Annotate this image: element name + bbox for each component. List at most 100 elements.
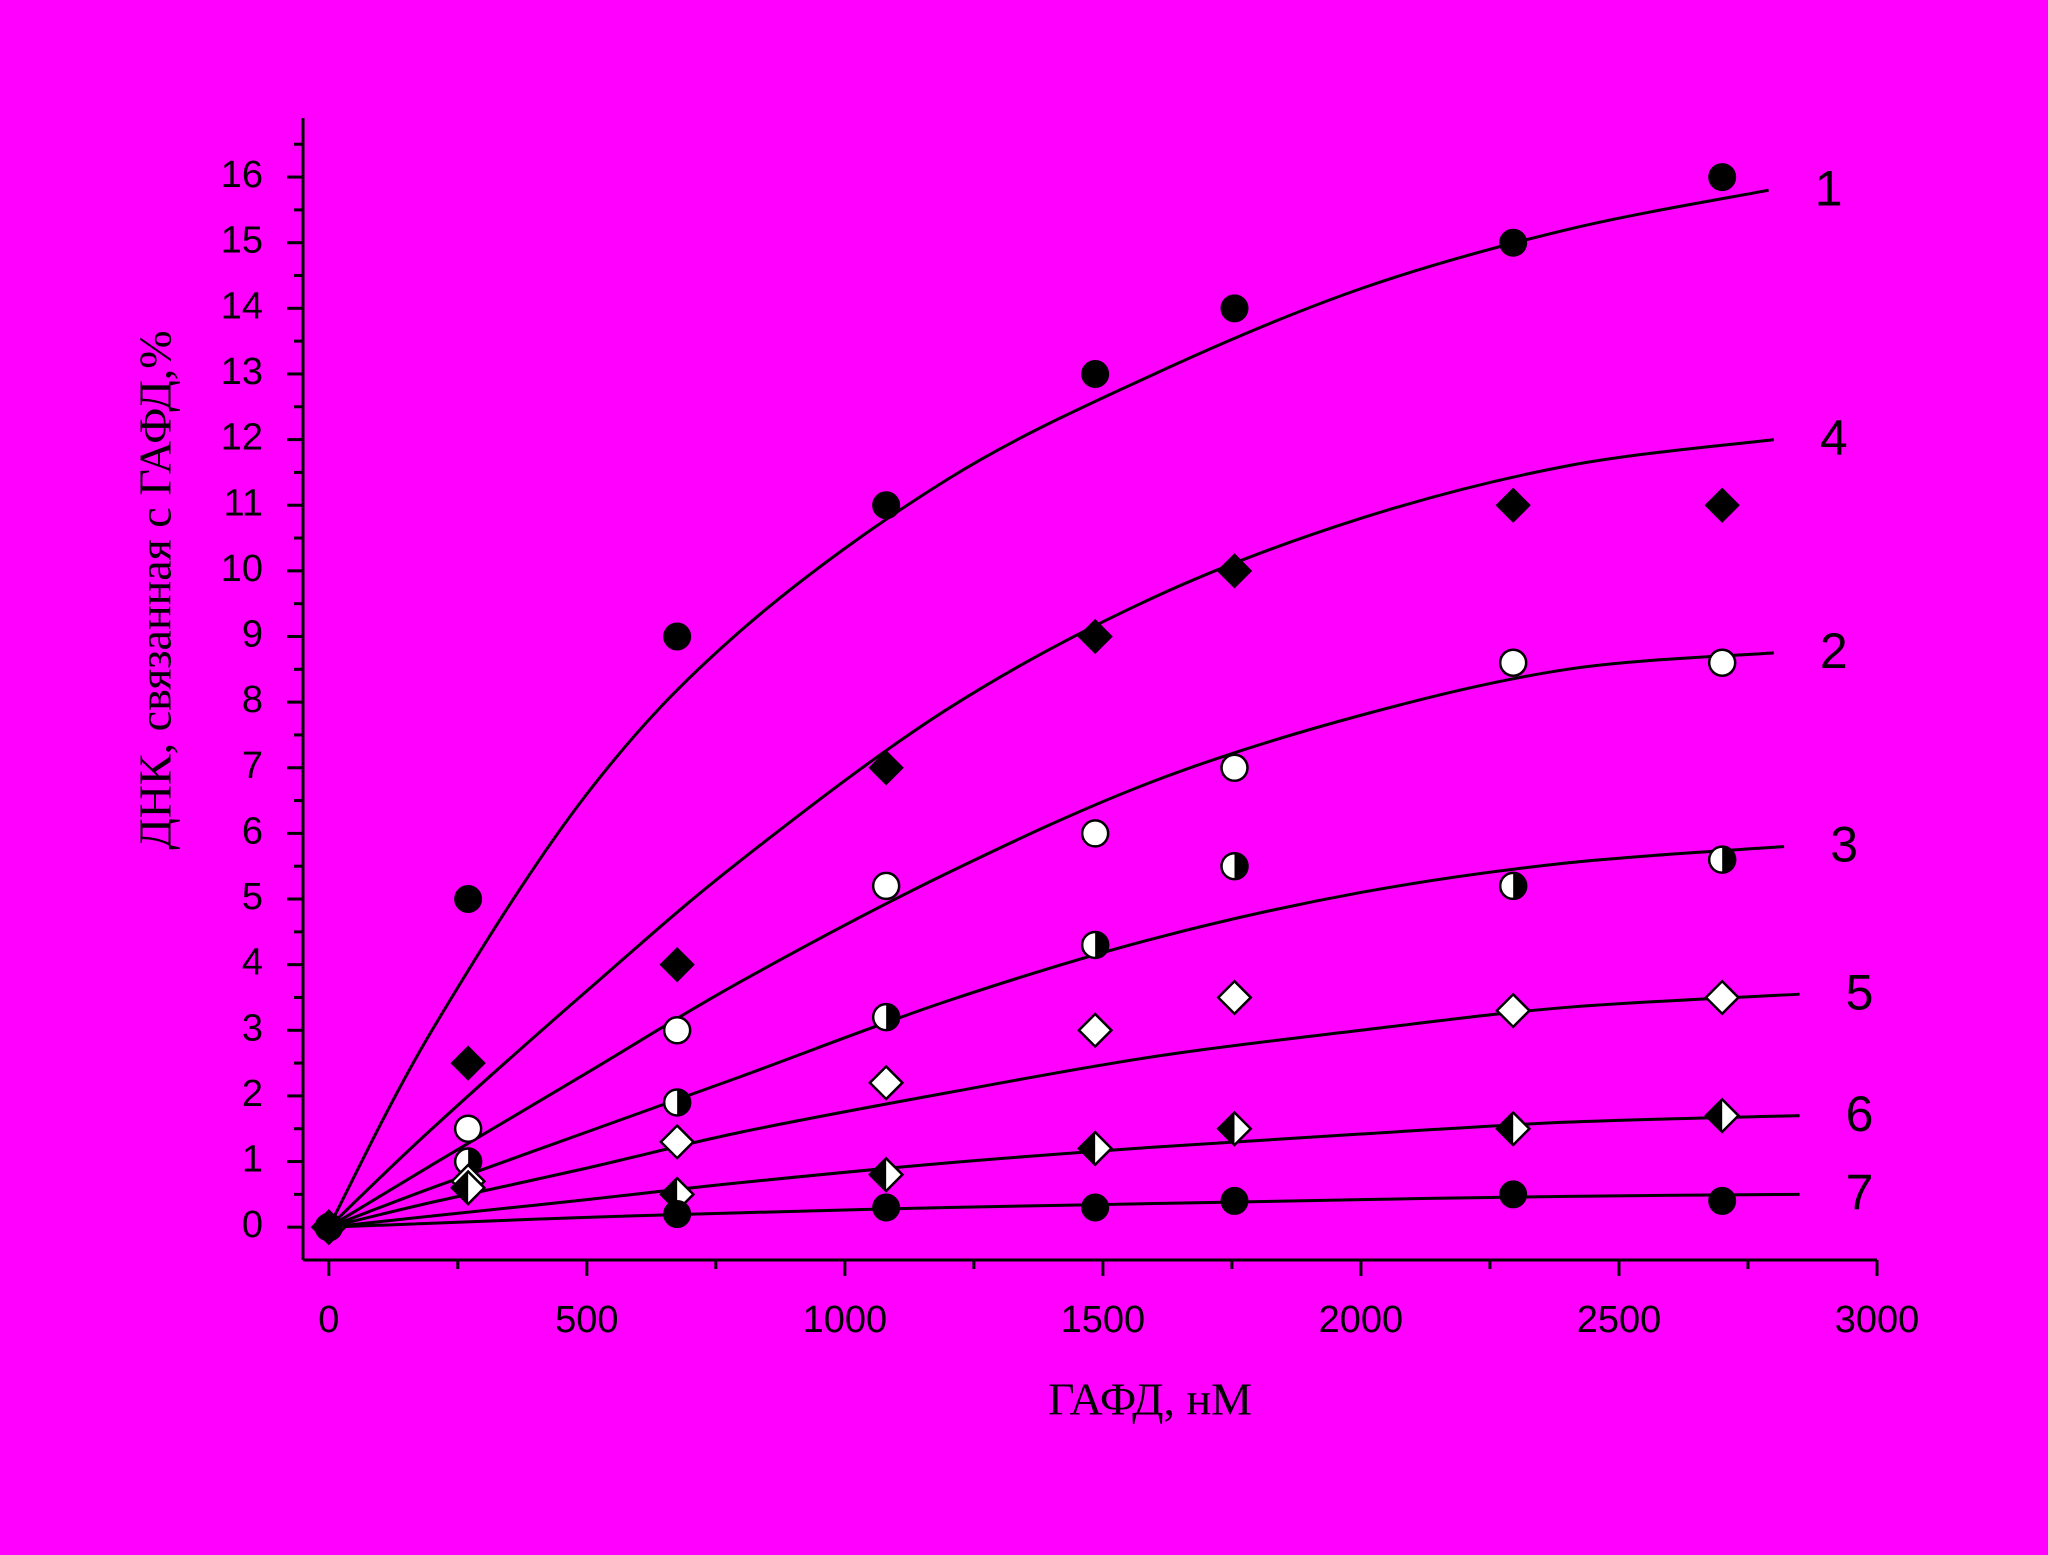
marker-shape xyxy=(659,1123,696,1160)
marker-shape xyxy=(1495,992,1532,1029)
data-point xyxy=(1216,979,1253,1016)
data-point xyxy=(1216,1110,1253,1147)
marker-half xyxy=(1705,1099,1723,1132)
marker-half xyxy=(1078,1132,1096,1165)
data-point xyxy=(1495,487,1531,523)
data-point xyxy=(314,1213,343,1242)
marker-half xyxy=(869,1158,887,1191)
y-tick-label: 12 xyxy=(221,417,263,459)
data-point xyxy=(1220,1186,1249,1215)
marker-shape xyxy=(1216,553,1253,589)
marker-half xyxy=(886,1004,900,1031)
data-point xyxy=(659,1123,696,1160)
x-tick-label: 500 xyxy=(555,1299,618,1341)
curve-label: 2 xyxy=(1820,623,1848,679)
data-point xyxy=(1081,1193,1110,1222)
x-tick-label: 3000 xyxy=(1835,1299,1920,1341)
data-point xyxy=(453,1114,483,1143)
y-tick-label: 14 xyxy=(221,285,263,327)
marker-shape xyxy=(1077,1012,1114,1049)
marker-shape xyxy=(454,885,483,914)
marker-half xyxy=(1513,872,1527,899)
x-tick-label: 1000 xyxy=(803,1299,888,1341)
data-point xyxy=(663,622,692,651)
y-tick-label: 9 xyxy=(242,614,263,656)
marker-shape xyxy=(1707,648,1737,677)
marker-shape xyxy=(1080,819,1110,848)
data-point xyxy=(1077,1012,1114,1049)
data-point xyxy=(868,1064,905,1101)
data-point xyxy=(1499,1180,1528,1209)
marker-shape xyxy=(662,1016,692,1045)
x-tick-label: 0 xyxy=(318,1299,339,1341)
data-point xyxy=(1499,228,1528,257)
data-point xyxy=(1080,819,1110,848)
data-point xyxy=(1704,1097,1741,1134)
fit-curve xyxy=(328,1192,1800,1229)
data-point xyxy=(454,885,483,914)
y-tick-label: 7 xyxy=(242,745,263,787)
fit-curve xyxy=(328,1114,1800,1229)
marker-shape xyxy=(871,871,901,901)
y-tick-label: 2 xyxy=(242,1073,263,1115)
y-tick-label: 8 xyxy=(242,679,263,721)
marker-half xyxy=(1234,853,1248,880)
data-point xyxy=(1077,618,1113,655)
x-tick-label: 2000 xyxy=(1319,1299,1404,1341)
data-point xyxy=(663,1200,692,1229)
marker-shape xyxy=(1220,1186,1249,1215)
data-point xyxy=(1704,979,1741,1016)
y-tick-label: 1 xyxy=(242,1139,263,1181)
marker-shape xyxy=(1708,1186,1737,1215)
data-point xyxy=(662,1016,692,1045)
data-point xyxy=(450,1045,486,1081)
y-tick-label: 0 xyxy=(242,1204,263,1246)
marker-shape xyxy=(1499,228,1528,257)
x-tick-label: 1500 xyxy=(1061,1299,1146,1341)
marker-half xyxy=(1496,1112,1514,1145)
marker-half xyxy=(451,1171,469,1205)
data-point xyxy=(450,1169,487,1206)
marker-shape xyxy=(1495,487,1531,523)
marker-shape xyxy=(450,1045,486,1081)
curve-label: 6 xyxy=(1846,1086,1874,1142)
curve-label: 1 xyxy=(1815,160,1843,216)
marker-shape xyxy=(1704,487,1740,523)
fit-curve xyxy=(328,845,1785,1229)
data-point xyxy=(871,1002,901,1032)
marker-shape xyxy=(872,1193,901,1222)
data-point xyxy=(1220,753,1249,783)
data-point xyxy=(1498,871,1528,901)
curve-label: 3 xyxy=(1830,817,1858,873)
marker-shape xyxy=(1077,618,1113,655)
marker-shape xyxy=(1081,1193,1110,1222)
curve-label: 5 xyxy=(1846,964,1874,1020)
data-point xyxy=(1077,1130,1114,1167)
y-tick-label: 15 xyxy=(221,220,263,262)
marker-shape xyxy=(1499,1180,1528,1209)
y-tick-label: 11 xyxy=(224,482,263,524)
marker-half xyxy=(1722,846,1736,873)
data-point xyxy=(1707,648,1737,677)
data-point xyxy=(868,1156,905,1193)
data-point xyxy=(872,491,901,520)
marker-shape xyxy=(663,1200,692,1229)
y-tick-label: 6 xyxy=(242,810,263,852)
marker-shape xyxy=(1704,979,1741,1016)
data-point xyxy=(1707,845,1737,874)
marker-shape xyxy=(314,1213,343,1242)
fit-curve xyxy=(327,438,1774,1229)
data-point xyxy=(1495,1110,1532,1147)
y-tick-label: 4 xyxy=(242,942,263,984)
fit-curve xyxy=(328,651,1774,1229)
marker-shape xyxy=(659,946,695,983)
curve-label: 4 xyxy=(1820,410,1848,466)
data-point xyxy=(1081,359,1110,388)
data-point xyxy=(1704,487,1740,523)
marker-shape xyxy=(1708,163,1737,192)
curve-label: 7 xyxy=(1846,1165,1874,1221)
data-point xyxy=(1708,163,1737,192)
marker-shape xyxy=(1220,294,1249,323)
marker-shape xyxy=(868,750,904,786)
